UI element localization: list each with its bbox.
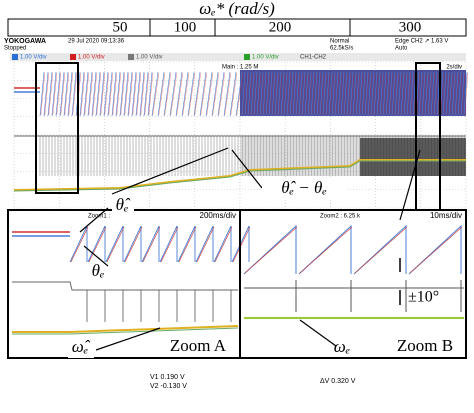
- theta-hat-trace: [40, 72, 468, 116]
- zoom-timebase: 10ms/div: [430, 211, 462, 220]
- label-bg: [160, 336, 238, 357]
- zoom-a-theta-hat: [70, 226, 251, 263]
- brand: YOKOGAWA: [4, 38, 46, 45]
- cursor-v1: V1 0.190 V: [150, 374, 185, 381]
- annotation: θₑ: [92, 261, 105, 280]
- channel: 1.00 V/div: [136, 55, 163, 61]
- speed-row: [7, 18, 467, 37]
- status: Stopped: [4, 46, 26, 52]
- trigger: Edge CH2 ↗ 1.63 V: [395, 39, 448, 45]
- zoom-label: Zoom B: [397, 336, 453, 355]
- annotation: ω̂ₑ: [72, 337, 91, 356]
- ch-icon: [244, 54, 250, 60]
- channel: 1.00 V/div: [252, 55, 279, 61]
- trigger-mode: Auto: [395, 46, 408, 52]
- zoom-info: Zoom1 : 125 k: [88, 214, 127, 220]
- traces: [12, 61, 468, 335]
- timebase: 2s/div: [446, 65, 462, 71]
- label-bg: [386, 336, 464, 357]
- arrow: [79, 207, 109, 233]
- annotation: ωₑ: [334, 337, 350, 356]
- date: 29 Jul 2020 09:13:36: [68, 39, 125, 45]
- theta-trace: [39, 71, 468, 117]
- annotation: ±10°: [408, 289, 439, 306]
- math: CH1-CH2: [300, 55, 327, 61]
- annotation: θ̂ₑ − θₑ: [281, 178, 327, 197]
- ch-icon: [70, 54, 76, 60]
- channel: 1.00 V/div: [78, 55, 105, 61]
- arrow: [299, 319, 337, 347]
- arrow: [231, 149, 263, 189]
- speed-title: ωₑ* (rad/s): [199, 0, 275, 18]
- main-record: Main : 1.25 M: [222, 65, 258, 71]
- channel-bar: [10, 53, 466, 61]
- label-bg: [68, 340, 94, 358]
- ch-icon: [12, 54, 18, 60]
- speed-label: 50: [113, 19, 128, 35]
- arrow: [95, 327, 161, 351]
- zoom-label: Zoom A: [170, 336, 227, 355]
- cursor-v2: V2 -0.130 V: [150, 383, 187, 390]
- zoom-b-theta-hat: [244, 226, 463, 274]
- arrow: [83, 245, 109, 267]
- zoom-a-spikes: [86, 290, 232, 322]
- zoom-a-error: [12, 281, 238, 291]
- label-bg: [262, 178, 346, 200]
- ch-icon: [128, 54, 134, 60]
- label-bg: [112, 196, 134, 218]
- annotation: θ̂ₑ: [116, 195, 131, 214]
- mode: Normal: [330, 39, 349, 45]
- arrow: [111, 147, 229, 195]
- speed-label: 100: [174, 19, 197, 35]
- zoom-a-window: [35, 62, 79, 194]
- dense-spikes: [360, 138, 466, 176]
- arrow: [399, 149, 421, 221]
- zoom-b-panel: [239, 209, 467, 359]
- zoom-a-omega: [12, 327, 239, 335]
- zoom-info: Zoom2 : 6.25 k: [320, 214, 361, 220]
- zoom-b-theta: [243, 224, 462, 275]
- zoom-a-omega-hat: [12, 325, 239, 333]
- rate: 62.5kS/s: [330, 46, 353, 52]
- channel: 1.00 V/div: [20, 55, 47, 61]
- speed-label: 200: [269, 19, 292, 35]
- speed-label: 300: [399, 19, 422, 35]
- zoom-b-spikes: [295, 280, 462, 312]
- zoom-timebase: 200ms/div: [200, 211, 236, 220]
- cursor-dv: ΔV 0.320 V: [320, 378, 356, 385]
